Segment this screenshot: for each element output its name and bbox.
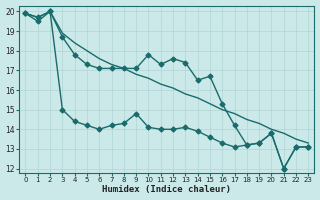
X-axis label: Humidex (Indice chaleur): Humidex (Indice chaleur) bbox=[102, 185, 231, 194]
